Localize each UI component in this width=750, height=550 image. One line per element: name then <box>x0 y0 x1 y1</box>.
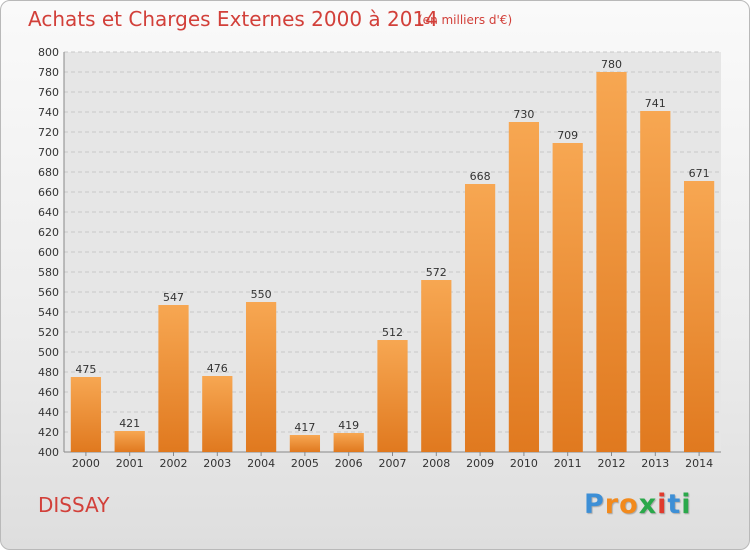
logo-letter: o <box>619 489 639 520</box>
x-tick-label: 2013 <box>641 457 669 470</box>
proxiti-logo: Proxiti <box>584 489 692 520</box>
y-tick-label: 740 <box>38 106 59 119</box>
bar <box>333 433 364 452</box>
data-label: 550 <box>251 288 272 301</box>
x-tick-label: 2010 <box>510 457 538 470</box>
logo-letter: r <box>604 489 620 520</box>
x-tick-label: 2003 <box>203 457 231 470</box>
data-label: 476 <box>207 362 228 375</box>
y-tick-label: 680 <box>38 166 59 179</box>
data-label: 475 <box>75 363 96 376</box>
data-label: 668 <box>470 170 491 183</box>
data-label: 572 <box>426 266 447 279</box>
data-label: 547 <box>163 291 184 304</box>
logo-letter: t <box>667 489 682 520</box>
bar <box>464 184 496 452</box>
data-label: 709 <box>557 129 578 142</box>
y-tick-label: 520 <box>38 326 59 339</box>
bar <box>508 122 540 452</box>
data-label: 419 <box>338 419 359 432</box>
x-tick-label: 2012 <box>598 457 626 470</box>
chart-title: Achats et Charges Externes 2000 à 2014 <box>28 7 438 31</box>
y-tick-label: 460 <box>38 386 59 399</box>
y-tick-label: 700 <box>38 146 59 159</box>
data-label: 741 <box>645 97 666 110</box>
chart-subtitle: (en milliers d'€) <box>418 13 513 27</box>
x-tick-label: 2008 <box>422 457 450 470</box>
y-tick-label: 760 <box>38 86 59 99</box>
x-tick-label: 2009 <box>466 457 494 470</box>
data-label: 512 <box>382 326 403 339</box>
data-label: 417 <box>294 421 315 434</box>
y-tick-label: 420 <box>38 426 59 439</box>
logo-letter: x <box>638 489 658 520</box>
bar <box>202 376 233 452</box>
y-tick-label: 560 <box>38 286 59 299</box>
y-tick-label: 620 <box>38 226 59 239</box>
y-tick-label: 480 <box>38 366 59 379</box>
bar <box>421 280 452 452</box>
y-tick-label: 640 <box>38 206 59 219</box>
x-tick-label: 2007 <box>379 457 407 470</box>
data-label: 730 <box>513 108 534 121</box>
y-tick-label: 780 <box>38 66 59 79</box>
y-tick-label: 500 <box>38 346 59 359</box>
logo-letter: i <box>681 489 692 520</box>
y-tick-label: 720 <box>38 126 59 139</box>
y-tick-label: 600 <box>38 246 59 259</box>
y-tick-label: 800 <box>38 46 59 59</box>
bar <box>289 435 321 452</box>
bar <box>683 181 715 452</box>
y-tick-label: 580 <box>38 266 59 279</box>
bar <box>377 340 408 452</box>
bar <box>70 377 102 452</box>
logo-letter: i <box>657 489 668 520</box>
y-tick-label: 660 <box>38 186 59 199</box>
x-tick-label: 2006 <box>335 457 363 470</box>
y-tick-label: 400 <box>38 446 59 459</box>
bar <box>245 302 277 452</box>
bar <box>596 72 627 452</box>
x-tick-label: 2005 <box>291 457 319 470</box>
x-tick-label: 2002 <box>160 457 188 470</box>
bar <box>114 431 145 452</box>
bar <box>640 111 671 452</box>
data-label: 671 <box>689 167 710 180</box>
data-label: 421 <box>119 417 140 430</box>
bar <box>552 143 583 452</box>
y-tick-label: 540 <box>38 306 59 319</box>
place-name: DISSAY <box>38 493 110 517</box>
bar <box>158 305 189 452</box>
x-tick-label: 2000 <box>72 457 100 470</box>
x-tick-label: 2011 <box>554 457 582 470</box>
logo-letter: P <box>584 489 605 520</box>
y-tick-label: 440 <box>38 406 59 419</box>
x-tick-label: 2004 <box>247 457 275 470</box>
data-label: 780 <box>601 58 622 71</box>
x-tick-label: 2001 <box>116 457 144 470</box>
x-tick-label: 2014 <box>685 457 713 470</box>
